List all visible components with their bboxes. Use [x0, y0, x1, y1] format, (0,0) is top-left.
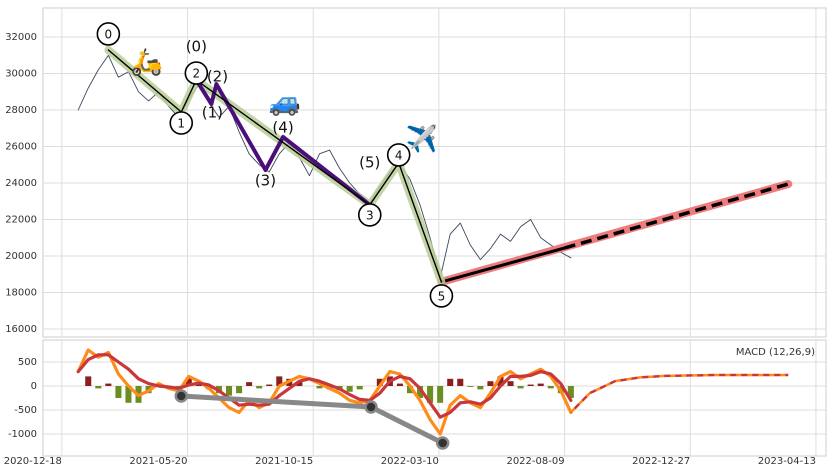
x-tick-label: 2022-12-27 — [632, 456, 690, 467]
histogram-bar — [417, 385, 424, 398]
histogram-bar — [537, 383, 544, 386]
subwave-label: (4) — [272, 119, 293, 137]
histogram-bar — [266, 384, 273, 386]
histogram-bar — [195, 384, 202, 386]
histogram-bar — [427, 385, 434, 403]
histogram-bar — [517, 385, 524, 389]
histogram-bar — [256, 385, 263, 389]
histogram-bar — [396, 383, 403, 386]
macd-line — [76, 348, 573, 436]
y-tick-label: -1000 — [8, 429, 37, 440]
forecast-line — [570, 373, 789, 414]
wave-label: 1 — [177, 117, 185, 131]
subwave-label: (0) — [186, 38, 207, 56]
x-tick-label: 2021-10-15 — [255, 456, 313, 467]
x-tick-label: 2021-05-20 — [129, 456, 187, 467]
swing-point — [174, 389, 189, 403]
macd-line — [76, 353, 573, 419]
subwave-label: (3) — [255, 172, 276, 190]
wave-label: 5 — [438, 289, 446, 303]
histogram-bar — [507, 381, 514, 386]
subwave-label: (2) — [207, 68, 228, 86]
histogram-bar — [346, 385, 353, 392]
histogram-bar — [296, 381, 303, 386]
y-tick-label: -500 — [14, 405, 37, 416]
annotation: 🚙 — [269, 88, 301, 118]
x-tick-label: 2022-03-10 — [381, 456, 439, 467]
x-tick-label: 2022-08-09 — [506, 456, 564, 467]
wave-marker — [184, 61, 209, 85]
wave-marker — [96, 22, 121, 46]
y-tick-label: 30000 — [5, 69, 37, 80]
wave-marker — [429, 284, 454, 308]
wave-label: 0 — [105, 27, 113, 41]
wave-marker — [169, 111, 194, 135]
histogram-bar — [437, 385, 444, 403]
subwave-label: (1) — [202, 103, 223, 121]
y-tick-label: 24000 — [5, 178, 37, 189]
swing-point — [364, 400, 378, 414]
wave-label: 4 — [395, 148, 403, 162]
wave-line — [107, 49, 443, 283]
y-tick-label: 16000 — [5, 324, 37, 335]
y-tick-label: 32000 — [5, 32, 37, 43]
histogram-bar — [236, 385, 243, 394]
histogram-bar — [115, 385, 122, 398]
wave-marker — [386, 143, 411, 167]
swing-point — [435, 436, 450, 450]
histogram-bar — [185, 377, 192, 386]
histogram-bar — [276, 376, 283, 386]
histogram-bar — [85, 376, 92, 386]
histogram-bar — [246, 382, 253, 386]
x-tick-label: 2023-04-13 — [758, 456, 816, 467]
wave-marker — [357, 203, 382, 227]
histogram-bar — [105, 383, 112, 386]
wave-label: 2 — [193, 67, 201, 81]
histogram-bar — [447, 378, 454, 386]
y-tick-label: 18000 — [5, 287, 37, 298]
histogram-bar — [477, 385, 484, 390]
histogram-bar — [497, 376, 504, 386]
y-tick-label: 20000 — [5, 251, 37, 262]
histogram-bar — [487, 381, 494, 386]
histogram-bar — [95, 385, 102, 389]
y-tick-label: 22000 — [5, 214, 37, 225]
subwave-line — [194, 78, 372, 207]
wave-label: 3 — [366, 208, 374, 222]
histogram-bar — [547, 385, 554, 389]
annotation: ✈️ — [406, 123, 438, 155]
histogram-bar — [467, 385, 474, 387]
annotation: 🛵 — [131, 48, 163, 78]
histogram-bar — [527, 384, 534, 386]
projection-line — [564, 182, 789, 250]
histogram-bar — [356, 385, 363, 390]
histogram-bar — [457, 378, 464, 386]
x-tick-label: 2020-12-18 — [4, 456, 62, 467]
y-tick-label: 28000 — [5, 105, 37, 116]
y-tick-label: 26000 — [5, 141, 37, 152]
fit-line — [439, 246, 567, 284]
price-panel — [42, 7, 827, 338]
subwave-label: (5) — [359, 153, 380, 171]
y-tick-label: 500 — [18, 357, 37, 368]
histogram-bar — [376, 378, 383, 386]
macd-title: MACD (12,26,9) — [736, 347, 815, 358]
histogram-bar — [567, 385, 574, 398]
histogram-bar — [316, 385, 323, 389]
histogram-bar — [406, 385, 414, 394]
histogram-bar — [225, 385, 233, 396]
histogram-bar — [125, 385, 132, 403]
y-tick-label: 0 — [31, 381, 37, 392]
